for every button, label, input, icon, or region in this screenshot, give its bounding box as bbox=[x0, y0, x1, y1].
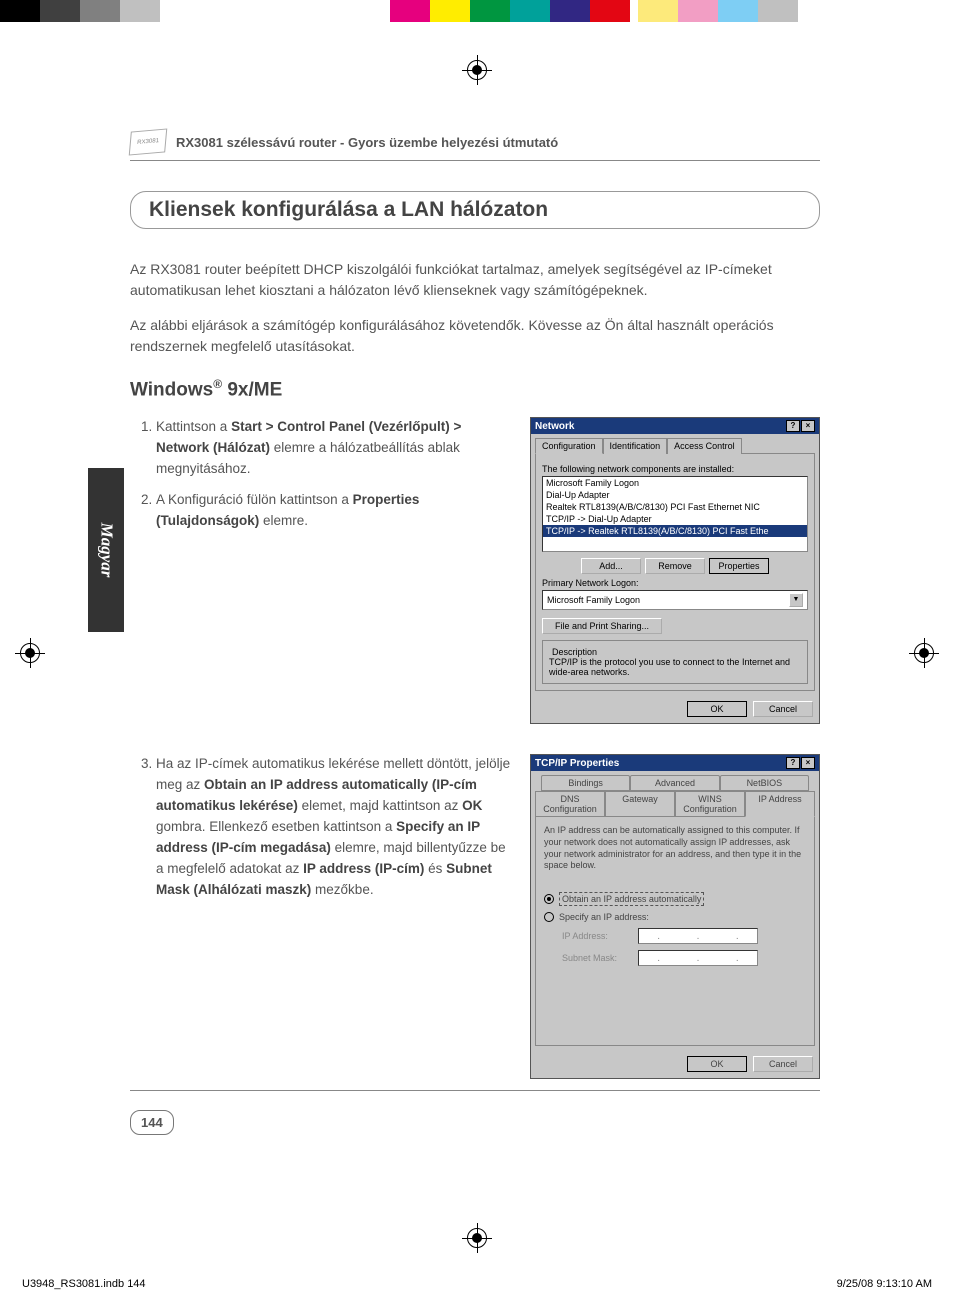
registration-mark-icon bbox=[909, 638, 939, 668]
registration-mark-icon bbox=[462, 55, 492, 85]
description-text: TCP/IP is the protocol you use to connec… bbox=[549, 657, 801, 677]
dialog-title: TCP/IP Properties bbox=[535, 758, 619, 769]
file-print-sharing-button[interactable]: File and Print Sharing... bbox=[542, 618, 662, 634]
registration-mark-icon bbox=[462, 1223, 492, 1253]
step-1: Kattintson a Start > Control Panel (Vezé… bbox=[156, 417, 512, 480]
intro-paragraph-1: Az RX3081 router beépített DHCP kiszolgá… bbox=[130, 259, 820, 301]
tab-identification[interactable]: Identification bbox=[603, 438, 668, 454]
radio-obtain-auto[interactable]: Obtain an IP address automatically bbox=[544, 892, 806, 906]
registration-mark-icon bbox=[15, 638, 45, 668]
tab-bindings[interactable]: Bindings bbox=[541, 775, 630, 791]
registered-mark: ® bbox=[213, 377, 222, 391]
ip-address-field: IP Address: ... bbox=[562, 928, 806, 944]
footer-rule bbox=[130, 1090, 820, 1091]
radio-label: Specify an IP address: bbox=[559, 912, 649, 922]
dialog-titlebar: Network ? × bbox=[531, 418, 819, 434]
language-tab: Magyar bbox=[88, 468, 124, 632]
radio-icon bbox=[544, 894, 554, 904]
description-group: Description TCP/IP is the protocol you u… bbox=[542, 640, 808, 684]
ip-input[interactable]: ... bbox=[638, 928, 758, 944]
logon-dropdown[interactable]: Microsoft Family Logon ▼ bbox=[542, 590, 808, 610]
ok-button[interactable]: OK bbox=[687, 701, 747, 717]
properties-button[interactable]: Properties bbox=[709, 558, 769, 574]
section-title: Kliensek konfigurálása a LAN hálózaton bbox=[149, 198, 801, 222]
list-item-selected[interactable]: TCP/IP -> Realtek RTL8139(A/B/C/8130) PC… bbox=[543, 525, 807, 537]
dialog-titlebar: TCP/IP Properties ? × bbox=[531, 755, 819, 771]
tab-gateway[interactable]: Gateway bbox=[605, 791, 675, 817]
logon-label: Primary Network Logon: bbox=[542, 578, 808, 588]
footer-file-info: U3948_RS3081.indb 144 bbox=[22, 1278, 146, 1290]
radio-specify[interactable]: Specify an IP address: bbox=[544, 912, 806, 922]
intro-paragraph-2: Az alábbi eljárások a számítógép konfigu… bbox=[130, 315, 820, 357]
page-content: RX3081 RX3081 szélessávú router - Gyors … bbox=[130, 130, 820, 1109]
list-item[interactable]: Dial-Up Adapter bbox=[543, 489, 807, 501]
tab-wins[interactable]: WINS Configuration bbox=[675, 791, 745, 817]
cancel-button[interactable]: Cancel bbox=[753, 1056, 813, 1072]
help-icon[interactable]: ? bbox=[786, 420, 800, 432]
components-list[interactable]: Microsoft Family Logon Dial-Up Adapter R… bbox=[542, 476, 808, 552]
tab-netbios[interactable]: NetBIOS bbox=[720, 775, 809, 791]
step-2: A Konfiguráció fülön kattintson a Proper… bbox=[156, 490, 512, 532]
footer-timestamp: 9/25/08 9:13:10 AM bbox=[837, 1278, 932, 1290]
help-icon[interactable]: ? bbox=[786, 757, 800, 769]
os-heading: Windows® 9x/ME bbox=[130, 377, 820, 401]
tab-advanced[interactable]: Advanced bbox=[630, 775, 719, 791]
tab-access-control[interactable]: Access Control bbox=[667, 438, 742, 454]
printer-color-bar bbox=[0, 0, 954, 22]
mask-label: Subnet Mask: bbox=[562, 953, 630, 963]
product-logo-icon: RX3081 bbox=[129, 128, 168, 155]
page-header: RX3081 RX3081 szélessávú router - Gyors … bbox=[130, 130, 820, 161]
tcpip-dialog: TCP/IP Properties ? × Bindings Advanced … bbox=[530, 754, 820, 1079]
network-dialog: Network ? × Configuration Identification… bbox=[530, 417, 820, 724]
ip-label: IP Address: bbox=[562, 931, 630, 941]
description-label: Description bbox=[549, 647, 600, 657]
language-tab-label: Magyar bbox=[96, 523, 116, 578]
close-icon[interactable]: × bbox=[801, 757, 815, 769]
subnet-mask-field: Subnet Mask: ... bbox=[562, 950, 806, 966]
add-button[interactable]: Add... bbox=[581, 558, 641, 574]
tab-configuration[interactable]: Configuration bbox=[535, 438, 603, 454]
tab-dns[interactable]: DNS Configuration bbox=[535, 791, 605, 817]
list-item[interactable]: TCP/IP -> Dial-Up Adapter bbox=[543, 513, 807, 525]
close-icon[interactable]: × bbox=[801, 420, 815, 432]
step-3: Ha az IP-címek automatikus lekérése mell… bbox=[156, 754, 512, 900]
components-label: The following network components are ins… bbox=[542, 464, 808, 474]
remove-button[interactable]: Remove bbox=[645, 558, 705, 574]
os-heading-version: 9x/ME bbox=[222, 379, 282, 400]
ok-button[interactable]: OK bbox=[687, 1056, 747, 1072]
mask-input[interactable]: ... bbox=[638, 950, 758, 966]
tab-ip-address[interactable]: IP Address bbox=[745, 791, 815, 817]
tcpip-description: An IP address can be automatically assig… bbox=[544, 825, 806, 872]
chevron-down-icon[interactable]: ▼ bbox=[789, 593, 803, 607]
list-item[interactable]: Microsoft Family Logon bbox=[543, 477, 807, 489]
radio-label: Obtain an IP address automatically bbox=[559, 892, 704, 906]
radio-icon bbox=[544, 912, 554, 922]
logon-value: Microsoft Family Logon bbox=[547, 595, 640, 605]
cancel-button[interactable]: Cancel bbox=[753, 701, 813, 717]
list-item[interactable]: Realtek RTL8139(A/B/C/8130) PCI Fast Eth… bbox=[543, 501, 807, 513]
header-title: RX3081 szélessávú router - Gyors üzembe … bbox=[176, 135, 558, 150]
dialog-title: Network bbox=[535, 421, 574, 432]
os-heading-text: Windows bbox=[130, 379, 213, 400]
page-number: 144 bbox=[130, 1110, 174, 1135]
section-title-box: Kliensek konfigurálása a LAN hálózaton bbox=[130, 191, 820, 229]
